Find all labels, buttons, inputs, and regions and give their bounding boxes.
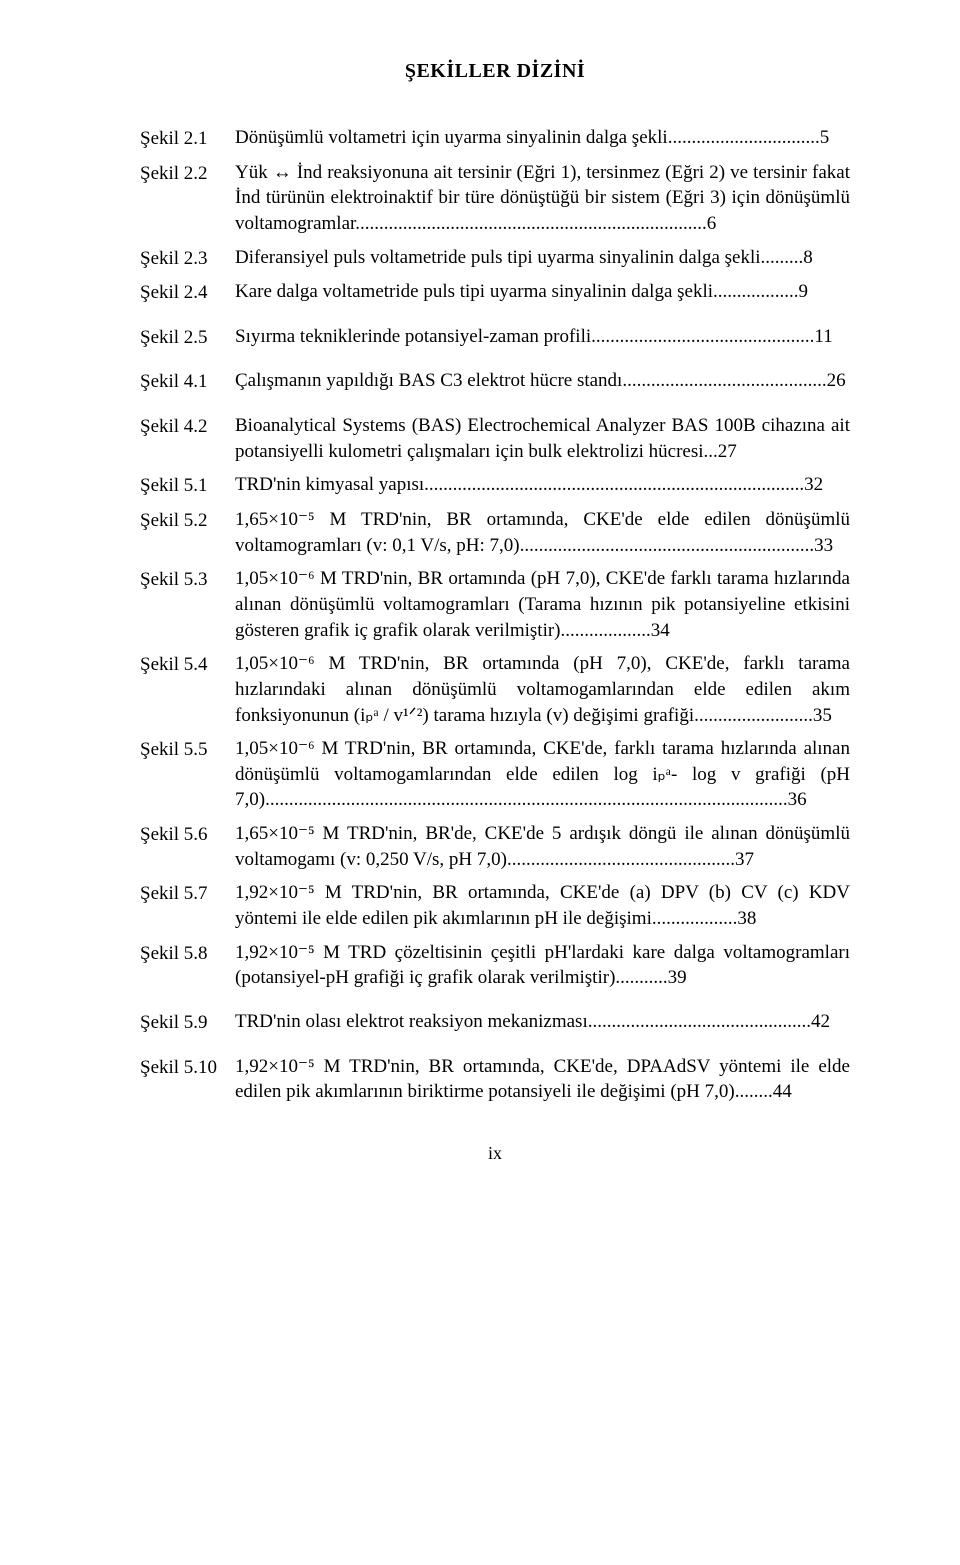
- page-title: ŞEKİLLER DİZİNİ: [140, 58, 850, 85]
- figure-label: Şekil 2.4: [140, 279, 235, 306]
- figure-label: Şekil 5.3: [140, 566, 235, 593]
- figure-description: Yük ↔ İnd reaksiyonuna ait tersinir (Eğr…: [235, 160, 850, 237]
- figure-label: Şekil 5.7: [140, 880, 235, 907]
- figure-label: Şekil 2.3: [140, 245, 235, 272]
- figure-entry: Şekil 5.61,65×10⁻⁵ M TRD'nin, BR'de, CKE…: [140, 821, 850, 872]
- spacer: [140, 358, 850, 368]
- figure-entry: Şekil 5.51,05×10⁻⁶ M TRD'nin, BR ortamın…: [140, 736, 850, 813]
- figure-label: Şekil 5.9: [140, 1009, 235, 1036]
- figure-label: Şekil 4.2: [140, 413, 235, 440]
- figure-label: Şekil 5.1: [140, 472, 235, 499]
- figure-description: Sıyırma tekniklerinde potansiyel-zaman p…: [235, 324, 850, 350]
- figure-label: Şekil 5.5: [140, 736, 235, 763]
- figure-label: Şekil 5.8: [140, 940, 235, 967]
- figure-description: 1,92×10⁻⁵ M TRD'nin, BR ortamında, CKE'd…: [235, 880, 850, 931]
- figure-description: 1,05×10⁻⁶ M TRD'nin, BR ortamında, CKE'd…: [235, 736, 850, 813]
- figure-entry: Şekil 4.1Çalışmanın yapıldığı BAS C3 ele…: [140, 368, 850, 395]
- figure-entry: Şekil 5.9TRD'nin olası elektrot reaksiyo…: [140, 1009, 850, 1036]
- figure-entry: Şekil 5.71,92×10⁻⁵ M TRD'nin, BR ortamın…: [140, 880, 850, 931]
- figure-label: Şekil 4.1: [140, 368, 235, 395]
- figure-description: 1,05×10⁻⁶ M TRD'nin, BR ortamında (pH 7,…: [235, 566, 850, 643]
- figure-label: Şekil 5.2: [140, 507, 235, 534]
- figure-entry: Şekil 5.41,05×10⁻⁶ M TRD'nin, BR ortamın…: [140, 651, 850, 728]
- figure-description: Dönüşümlü voltametri için uyarma sinyali…: [235, 125, 850, 151]
- figure-entry: Şekil 5.31,05×10⁻⁶ M TRD'nin, BR ortamın…: [140, 566, 850, 643]
- figure-list: Şekil 2.1Dönüşümlü voltametri için uyarm…: [140, 125, 850, 1105]
- page-number: ix: [140, 1141, 850, 1165]
- figure-entry: Şekil 5.1TRD'nin kimyasal yapısı........…: [140, 472, 850, 499]
- figure-label: Şekil 2.2: [140, 160, 235, 187]
- figure-entry: Şekil 2.5Sıyırma tekniklerinde potansiye…: [140, 324, 850, 351]
- figure-entry: Şekil 2.4Kare dalga voltametride puls ti…: [140, 279, 850, 306]
- document-page: ŞEKİLLER DİZİNİ Şekil 2.1Dönüşümlü volta…: [0, 0, 960, 1205]
- figure-entry: Şekil 5.81,92×10⁻⁵ M TRD çözeltisinin çe…: [140, 940, 850, 991]
- figure-description: 1,92×10⁻⁵ M TRD'nin, BR ortamında, CKE'd…: [235, 1054, 850, 1105]
- figure-label: Şekil 5.4: [140, 651, 235, 678]
- figure-entry: Şekil 5.101,92×10⁻⁵ M TRD'nin, BR ortamı…: [140, 1054, 850, 1105]
- figure-description: 1,92×10⁻⁵ M TRD çözeltisinin çeşitli pH'…: [235, 940, 850, 991]
- figure-description: 1,05×10⁻⁶ M TRD'nin, BR ortamında (pH 7,…: [235, 651, 850, 728]
- spacer: [140, 1044, 850, 1054]
- figure-label: Şekil 5.10: [140, 1054, 235, 1081]
- spacer: [140, 314, 850, 324]
- figure-description: Kare dalga voltametride puls tipi uyarma…: [235, 279, 850, 305]
- figure-description: 1,65×10⁻⁵ M TRD'nin, BR ortamında, CKE'd…: [235, 507, 850, 558]
- figure-description: 1,65×10⁻⁵ M TRD'nin, BR'de, CKE'de 5 ard…: [235, 821, 850, 872]
- figure-label: Şekil 2.5: [140, 324, 235, 351]
- figure-entry: Şekil 2.3Diferansiyel puls voltametride …: [140, 245, 850, 272]
- figure-label: Şekil 2.1: [140, 125, 235, 152]
- figure-entry: Şekil 5.21,65×10⁻⁵ M TRD'nin, BR ortamın…: [140, 507, 850, 558]
- figure-entry: Şekil 2.2Yük ↔ İnd reaksiyonuna ait ters…: [140, 160, 850, 237]
- figure-description: Diferansiyel puls voltametride puls tipi…: [235, 245, 850, 271]
- figure-entry: Şekil 2.1Dönüşümlü voltametri için uyarm…: [140, 125, 850, 152]
- spacer: [140, 999, 850, 1009]
- spacer: [140, 403, 850, 413]
- figure-entry: Şekil 4.2Bioanalytical Systems (BAS) Ele…: [140, 413, 850, 464]
- figure-description: TRD'nin olası elektrot reaksiyon mekaniz…: [235, 1009, 850, 1035]
- figure-description: TRD'nin kimyasal yapısı.................…: [235, 472, 850, 498]
- figure-description: Bioanalytical Systems (BAS) Electrochemi…: [235, 413, 850, 464]
- figure-description: Çalışmanın yapıldığı BAS C3 elektrot hüc…: [235, 368, 850, 394]
- figure-label: Şekil 5.6: [140, 821, 235, 848]
